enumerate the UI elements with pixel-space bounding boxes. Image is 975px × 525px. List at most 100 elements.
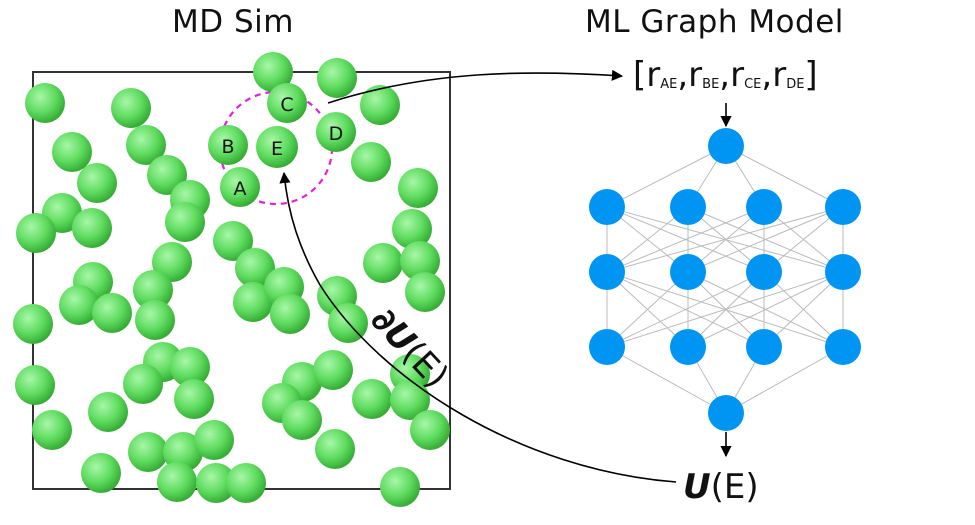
- atom: [233, 282, 273, 322]
- network-node: [708, 128, 744, 164]
- network-node: [589, 189, 625, 225]
- atom: [13, 304, 53, 344]
- atom: [352, 379, 392, 419]
- network-edge: [606, 346, 727, 414]
- feature-open-bracket: [: [633, 55, 647, 95]
- network-edge: [606, 145, 727, 208]
- feature-r-ce: r: [730, 55, 745, 95]
- atom: [351, 142, 391, 182]
- atom: [400, 241, 440, 281]
- network-nodes: [589, 128, 861, 431]
- atom: [194, 420, 234, 460]
- md-sim-title: MD Sim: [172, 4, 294, 40]
- energy-symbol: U: [683, 467, 711, 507]
- feature-r-be: r: [688, 55, 703, 95]
- energy-arg: (E): [710, 467, 759, 507]
- atom: [360, 85, 400, 125]
- atoms-layer: [13, 52, 450, 507]
- atom: [52, 132, 92, 172]
- network-node: [670, 329, 706, 365]
- atom: [390, 380, 430, 420]
- atom: [317, 58, 357, 98]
- feature-sep: ,: [719, 55, 731, 95]
- atom: [77, 163, 117, 203]
- atom-b: [208, 125, 248, 165]
- labeled-atoms: C B E D A: [208, 83, 356, 207]
- feature-sub-ae: AE: [660, 77, 678, 92]
- atom: [92, 293, 132, 333]
- atom: [226, 463, 266, 503]
- atom-label-a: A: [234, 178, 247, 200]
- network-node: [589, 329, 625, 365]
- network-edge: [725, 346, 844, 414]
- atom-label-d: D: [329, 123, 344, 145]
- atom: [170, 347, 210, 387]
- feature-vector: [rAE,rBE,rCE,rDE]: [633, 55, 818, 95]
- feature-r-ae: r: [646, 55, 661, 95]
- network-node: [825, 329, 861, 365]
- force-arrow: [279, 171, 677, 483]
- atom: [165, 202, 205, 242]
- feature-sep: ,: [761, 55, 773, 95]
- network-edge: [606, 206, 765, 273]
- atom: [123, 364, 163, 404]
- atom: [163, 432, 203, 472]
- atom: [16, 213, 56, 253]
- atom-e: [256, 126, 298, 168]
- network-node: [589, 254, 625, 290]
- atom-d: [316, 112, 356, 152]
- atom: [213, 221, 253, 261]
- network-edge: [606, 271, 844, 348]
- feature-sep: ,: [677, 55, 689, 95]
- feature-sub-de: DE: [786, 77, 805, 92]
- network-node: [825, 254, 861, 290]
- atom: [81, 453, 121, 493]
- network-edge: [606, 271, 765, 348]
- network-node: [825, 189, 861, 225]
- network-node: [746, 189, 782, 225]
- atom: [32, 410, 72, 450]
- atom: [253, 52, 293, 92]
- network-edge: [606, 206, 844, 273]
- atom-c: [267, 83, 307, 123]
- network-node: [670, 189, 706, 225]
- atom: [174, 379, 214, 419]
- atom: [410, 410, 450, 450]
- network-edge: [763, 271, 844, 348]
- atom-a: [220, 167, 260, 207]
- feature-sub-be: BE: [702, 77, 720, 92]
- atom: [152, 242, 192, 282]
- network-edges: [606, 145, 844, 414]
- atom: [315, 429, 355, 469]
- network-node: [708, 395, 744, 431]
- atom: [196, 463, 236, 503]
- network-edge: [606, 271, 689, 348]
- atom-label-b: B: [221, 136, 234, 158]
- network-node: [746, 329, 782, 365]
- atom: [135, 300, 175, 340]
- atom: [398, 168, 438, 208]
- atom: [270, 294, 310, 334]
- network-edge: [687, 271, 844, 348]
- atom-label-e: E: [271, 138, 283, 160]
- atom: [380, 467, 420, 507]
- feature-sub-ce: CE: [744, 77, 762, 92]
- network-edge: [725, 145, 844, 208]
- network-edge: [687, 206, 844, 273]
- atom: [157, 462, 197, 502]
- atom: [133, 270, 173, 310]
- atom: [282, 400, 322, 440]
- feature-r-de: r: [772, 55, 787, 95]
- atom: [392, 209, 432, 249]
- atom: [88, 392, 128, 432]
- atom-label-c: C: [280, 94, 293, 116]
- atom: [111, 88, 151, 128]
- atom: [126, 125, 166, 165]
- atom: [15, 365, 55, 405]
- atom: [72, 208, 112, 248]
- atom: [313, 350, 353, 390]
- ml-graph-model-title: ML Graph Model: [585, 4, 844, 40]
- network-node: [746, 254, 782, 290]
- feature-close-bracket: ]: [804, 55, 818, 95]
